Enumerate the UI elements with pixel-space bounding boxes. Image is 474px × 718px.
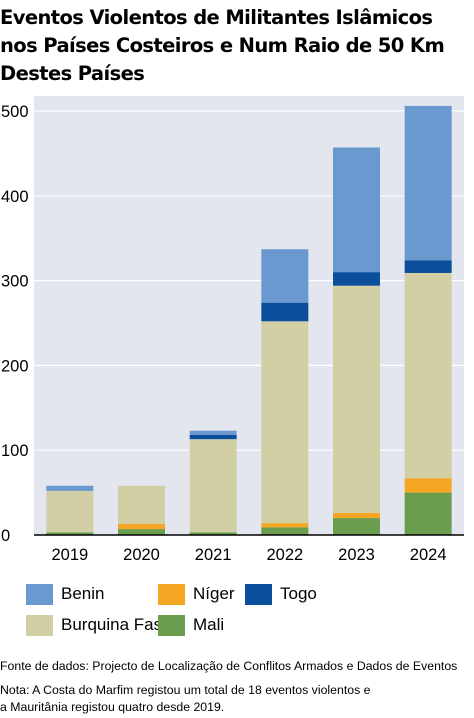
bar-segment-niger [261, 523, 309, 528]
bar-segment-burquina-faso [46, 490, 94, 533]
footnote: Nota: A Costa do Marfim registou um tota… [0, 682, 370, 715]
legend-item-burquina-faso: Burquina Faso [26, 614, 172, 636]
legend-swatch-benin [26, 583, 53, 605]
bar-segment-mali [189, 532, 237, 535]
legend-label-niger: Níger [193, 584, 235, 603]
bar-segment-togo [189, 434, 237, 440]
bar-segment-benin [261, 249, 309, 303]
legend-label-mali: Mali [193, 615, 225, 634]
x-tick-label: 2020 [123, 546, 160, 564]
chart-title: Eventos Violentos de Militantes Islâmico… [0, 4, 474, 88]
y-tick-label: 100 [1, 442, 29, 460]
bar-segment-niger [333, 512, 380, 519]
source-note: Fonte de dados: Projecto de Localização … [0, 659, 458, 673]
bar-segment-niger [118, 523, 165, 530]
bar-segment-mali [46, 532, 94, 535]
legend-label-togo: Togo [280, 584, 317, 603]
y-tick-label: 0 [1, 527, 10, 545]
plot-background [34, 96, 464, 535]
legend-swatch-burquina-faso [26, 614, 53, 636]
legend-label-benin: Benin [61, 584, 105, 603]
legend-item-mali: Mali [158, 614, 224, 636]
chart-title-line-2: nos Países Costeiros e Num Raio de 50 Km [0, 34, 445, 57]
bar-segment-mali [404, 492, 452, 535]
y-tick-label: 300 [1, 273, 29, 291]
x-tick-label: 2024 [410, 546, 447, 564]
x-tick-label: 2022 [266, 546, 303, 564]
x-tick-label: 2021 [195, 546, 232, 564]
bar-segment-togo [404, 260, 452, 273]
bar-segment-togo [261, 302, 309, 322]
bar-segment-burquina-faso [189, 439, 237, 533]
legend-item-togo: Togo [245, 583, 317, 605]
bar-segment-burquina-faso [261, 321, 309, 524]
bar-segment-benin [404, 105, 452, 261]
legend-item-benin: Benin [26, 583, 104, 605]
bar-segment-burquina-faso [118, 485, 165, 524]
chart-title-line-1: Eventos Violentos de Militantes Islâmico… [0, 6, 433, 29]
bar-segment-togo [333, 272, 380, 286]
chart-title-line-3: Destes Países [0, 62, 145, 85]
y-tick-label: 200 [1, 357, 29, 375]
legend-swatch-niger [158, 583, 185, 605]
footnote-line-2: a Mauritânia registou quatro desde 2019. [0, 699, 225, 714]
bar-segment-mali [333, 518, 380, 535]
stacked-bar-chart: 0 100 200 300 400 500 2019 2020 2021 2022 2023 2024 [1, 96, 464, 564]
bar-segment-niger [404, 478, 452, 493]
x-tick-label: 2019 [51, 546, 88, 564]
bar-segment-benin [333, 147, 380, 273]
bar-segment-burquina-faso [333, 285, 380, 513]
bar-segment-benin [189, 430, 237, 435]
bar-segment-benin [46, 485, 94, 491]
bar-segment-mali [261, 527, 309, 535]
footnote-line-1: Nota: A Costa do Marfim registou um tota… [0, 683, 371, 697]
legend-swatch-togo [245, 583, 272, 605]
y-tick-label: 500 [1, 103, 29, 121]
legend-label-burquina-faso: Burquina Faso [61, 615, 172, 634]
bar-segment-burquina-faso [404, 272, 452, 479]
legend-swatch-mali [158, 614, 185, 636]
bar-segment-mali [118, 529, 165, 535]
legend-item-niger: Níger [158, 583, 235, 605]
x-tick-label: 2023 [338, 546, 375, 564]
y-tick-label: 400 [1, 188, 29, 206]
